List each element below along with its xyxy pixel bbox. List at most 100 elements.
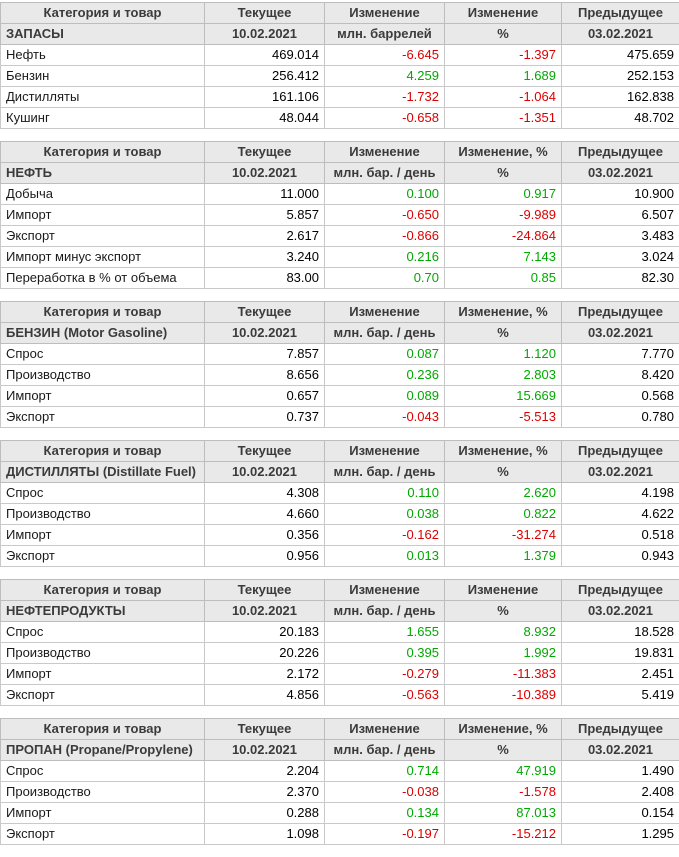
row-label: Импорт [1, 803, 205, 824]
row-label: Добыча [1, 184, 205, 205]
column-header: Предыдущее [562, 302, 679, 323]
value-cell: 1.490 [562, 761, 679, 782]
change-value-cell: -9.989 [445, 205, 562, 226]
table-title: ЗАПАСЫ [1, 24, 205, 45]
column-header: Предыдущее [562, 719, 679, 740]
column-subheader: 10.02.2021 [205, 601, 325, 622]
change-value-cell: 7.143 [445, 247, 562, 268]
change-value-cell: 1.992 [445, 643, 562, 664]
value-cell: 48.702 [562, 108, 679, 129]
column-subheader: млн. баррелей [325, 24, 445, 45]
value-cell: 0.943 [562, 546, 679, 567]
change-value-cell: 0.395 [325, 643, 445, 664]
row-label: Спрос [1, 344, 205, 365]
row-label: Спрос [1, 483, 205, 504]
column-header: Изменение [325, 142, 445, 163]
value-cell: 18.528 [562, 622, 679, 643]
column-header: Категория и товар [1, 142, 205, 163]
column-header: Изменение [325, 441, 445, 462]
change-value-cell: -0.866 [325, 226, 445, 247]
value-cell: 4.660 [205, 504, 325, 525]
row-label: Спрос [1, 622, 205, 643]
change-value-cell: 0.089 [325, 386, 445, 407]
row-label: Дистилляты [1, 87, 205, 108]
value-cell: 4.622 [562, 504, 679, 525]
column-header: Предыдущее [562, 441, 679, 462]
column-subheader: % [445, 601, 562, 622]
column-subheader: 03.02.2021 [562, 462, 679, 483]
change-value-cell: 1.689 [445, 66, 562, 87]
column-subheader: 10.02.2021 [205, 24, 325, 45]
change-value-cell: -0.658 [325, 108, 445, 129]
change-value-cell: -0.279 [325, 664, 445, 685]
column-subheader: % [445, 24, 562, 45]
change-value-cell: 0.917 [445, 184, 562, 205]
row-label: Спрос [1, 761, 205, 782]
value-cell: 20.183 [205, 622, 325, 643]
value-cell: 252.153 [562, 66, 679, 87]
value-cell: 1.098 [205, 824, 325, 845]
change-value-cell: -10.389 [445, 685, 562, 706]
change-value-cell: 0.110 [325, 483, 445, 504]
column-subheader: 03.02.2021 [562, 601, 679, 622]
value-cell: 3.483 [562, 226, 679, 247]
change-value-cell: 0.714 [325, 761, 445, 782]
column-subheader: % [445, 323, 562, 344]
table-title: НЕФТЕПРОДУКТЫ [1, 601, 205, 622]
column-header: Текущее [205, 3, 325, 24]
change-value-cell: -15.212 [445, 824, 562, 845]
value-cell: 161.106 [205, 87, 325, 108]
change-value-cell: -1.578 [445, 782, 562, 803]
row-label: Экспорт [1, 685, 205, 706]
value-cell: 5.857 [205, 205, 325, 226]
column-subheader: 10.02.2021 [205, 462, 325, 483]
column-header: Изменение, % [445, 719, 562, 740]
change-value-cell: 0.85 [445, 268, 562, 289]
value-cell: 4.308 [205, 483, 325, 504]
change-value-cell: 0.70 [325, 268, 445, 289]
change-value-cell: -1.064 [445, 87, 562, 108]
row-label: Производство [1, 643, 205, 664]
value-cell: 2.172 [205, 664, 325, 685]
column-subheader: 10.02.2021 [205, 163, 325, 184]
table-title: ДИСТИЛЛЯТЫ (Distillate Fuel) [1, 462, 205, 483]
column-header: Предыдущее [562, 580, 679, 601]
change-value-cell: 4.259 [325, 66, 445, 87]
value-cell: 48.044 [205, 108, 325, 129]
column-subheader: млн. бар. / день [325, 740, 445, 761]
row-label: Экспорт [1, 824, 205, 845]
row-label: Импорт минус экспорт [1, 247, 205, 268]
value-cell: 1.295 [562, 824, 679, 845]
column-header: Категория и товар [1, 3, 205, 24]
value-cell: 0.288 [205, 803, 325, 824]
change-value-cell: 0.100 [325, 184, 445, 205]
column-subheader: 03.02.2021 [562, 323, 679, 344]
column-header: Предыдущее [562, 142, 679, 163]
column-subheader: млн. бар. / день [325, 163, 445, 184]
column-header: Текущее [205, 580, 325, 601]
change-value-cell: -0.563 [325, 685, 445, 706]
value-cell: 0.568 [562, 386, 679, 407]
column-subheader: % [445, 740, 562, 761]
value-cell: 3.240 [205, 247, 325, 268]
change-value-cell: 0.134 [325, 803, 445, 824]
